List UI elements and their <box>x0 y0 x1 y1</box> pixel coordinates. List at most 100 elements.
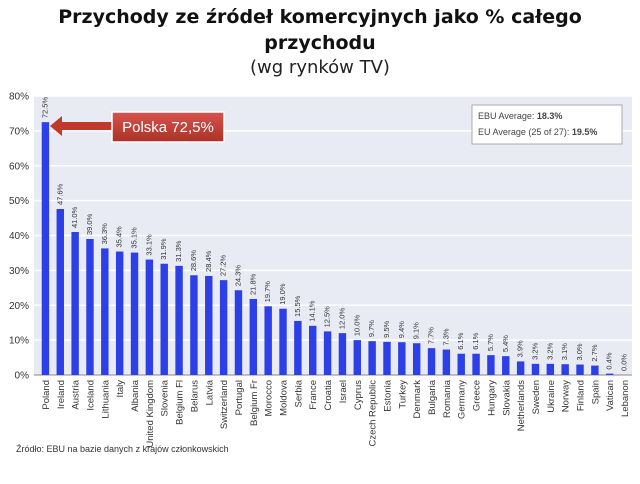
x-tick-label: Switzerland <box>219 380 230 429</box>
bar-turkey <box>398 342 406 375</box>
x-tick-label: Portugal <box>234 380 245 415</box>
chart-subtitle: (wg rynków TV) <box>250 57 390 78</box>
x-tick-label: Ireland <box>56 380 67 409</box>
bar-united-kingdom <box>145 259 154 375</box>
value-label: 33.1% <box>144 234 153 256</box>
title-block: Przychody ze źródeł komercyjnych jako % … <box>0 4 640 80</box>
bar-slovenia <box>160 263 168 375</box>
value-label: 41.0% <box>70 206 79 228</box>
bar-norway <box>561 364 569 375</box>
bar-albania <box>130 252 139 375</box>
value-label: 9.5% <box>382 320 391 337</box>
x-tick-label: Slovenia <box>160 379 171 416</box>
value-labels: 72.5% 47.6% 41.0% 39.0% 36.3% 35.4% 35.1% 33.1%… <box>40 97 628 371</box>
x-tick-label: Netherlands <box>516 380 527 431</box>
x-tick-label: Denmark <box>412 380 423 419</box>
x-tick-label: Lebanon <box>620 380 631 417</box>
bar-italy <box>115 251 124 375</box>
value-label: 6.1% <box>471 332 480 349</box>
y-tick-label: 30% <box>9 266 29 277</box>
legend-box: EBU Average: 18.3% EU Average (25 of 27)… <box>471 104 623 145</box>
bar-latvia <box>205 275 213 375</box>
x-tick-label: Latvia <box>204 379 215 405</box>
bar-vatican <box>606 373 614 375</box>
value-label: 5.4% <box>501 335 510 352</box>
chart-title: Przychody ze źródeł komercyjnych jako % … <box>58 6 582 54</box>
value-label: 12.5% <box>323 306 332 328</box>
callout-arrow <box>50 116 112 136</box>
x-tick-label: Austria <box>71 379 82 409</box>
y-tick-label: 40% <box>9 231 29 242</box>
x-tick-label: Vatican <box>605 380 616 411</box>
bar-germany <box>457 353 465 375</box>
y-tick-label: 70% <box>9 126 29 137</box>
value-label: 2.7% <box>590 344 599 361</box>
callout-box <box>111 111 225 143</box>
value-label: 9.7% <box>367 320 376 337</box>
x-tick-label: Hungary <box>486 380 497 416</box>
value-label: 35.1% <box>130 227 139 249</box>
x-tick-label: Turkey <box>397 380 408 409</box>
bar-netherlands <box>516 361 525 375</box>
bar-ukraine <box>546 363 555 375</box>
bar-greece <box>472 353 480 375</box>
y-tick-label: 80% <box>9 92 29 103</box>
value-label: 3.1% <box>560 343 569 360</box>
value-label: 72.5% <box>40 97 49 119</box>
value-label: 27.2% <box>219 255 228 277</box>
y-axis: 0% 10% 20% 30% 40% 50% 60% 70% 80% <box>9 92 29 382</box>
bar-france <box>309 325 317 375</box>
bar-estonia <box>383 341 391 375</box>
bar-czech-republic <box>368 341 376 375</box>
value-label: 24.3% <box>233 265 242 287</box>
bar-hungary <box>487 355 495 375</box>
value-label: 9.1% <box>412 322 421 339</box>
x-tick-label: Norway <box>561 380 572 412</box>
x-tick-label: Spain <box>590 380 601 404</box>
x-tick-label: Germany <box>457 380 468 419</box>
eu-average: EU Average (25 of 27): 19.5% <box>478 127 597 137</box>
value-label: 35.4% <box>115 226 124 248</box>
x-tick-label: Czech Republic <box>368 380 379 447</box>
callout-label: Polska 72,5% <box>122 119 214 136</box>
value-label: 7.3% <box>441 328 450 345</box>
value-label: 0.4% <box>605 352 614 369</box>
bar-denmark <box>412 343 421 375</box>
x-tick-label: Ukraine <box>546 380 557 413</box>
ebu-average: EBU Average: 18.3% <box>478 111 562 121</box>
value-label: 3.0% <box>575 343 584 360</box>
x-tick-label: Iceland <box>85 380 96 411</box>
bar-serbia <box>294 320 302 375</box>
bar-cyprus <box>353 340 361 375</box>
value-label: 36.3% <box>100 223 109 245</box>
value-label: 10.0% <box>352 315 361 337</box>
x-tick-label: Poland <box>41 380 52 410</box>
value-label: 15.5% <box>293 295 302 317</box>
x-tick-label: Belgium Fl <box>175 380 186 425</box>
value-label: 31.9% <box>159 238 168 260</box>
bar-iceland <box>86 238 94 375</box>
y-tick-label: 0% <box>15 371 30 382</box>
x-axis: Poland Ireland Austria Iceland Lithuania Ital… <box>41 379 631 447</box>
bar-austria <box>71 232 79 375</box>
value-label: 31.3% <box>174 240 183 262</box>
x-tick-label: Croatia <box>323 379 334 410</box>
bar-belarus <box>190 275 198 375</box>
x-tick-label: Israel <box>338 380 349 403</box>
y-tick-label: 10% <box>9 336 29 347</box>
value-label: 3.9% <box>516 340 525 357</box>
bar-slovakia <box>502 356 510 375</box>
x-tick-label: Morocco <box>264 380 275 416</box>
x-tick-label: Lithuania <box>100 379 111 418</box>
x-tick-label: Belgium Fr <box>249 380 260 426</box>
x-tick-label: Belarus <box>189 380 200 412</box>
value-label: 0.0% <box>620 354 629 371</box>
x-tick-label: Italy <box>115 380 126 398</box>
value-label: 14.1% <box>308 300 317 322</box>
value-label: 19.0% <box>278 283 287 305</box>
value-label: 5.7% <box>486 334 495 351</box>
x-tick-label: Serbia <box>293 379 304 407</box>
value-label: 12.0% <box>337 308 346 330</box>
bar-belgium-fr <box>249 298 258 375</box>
